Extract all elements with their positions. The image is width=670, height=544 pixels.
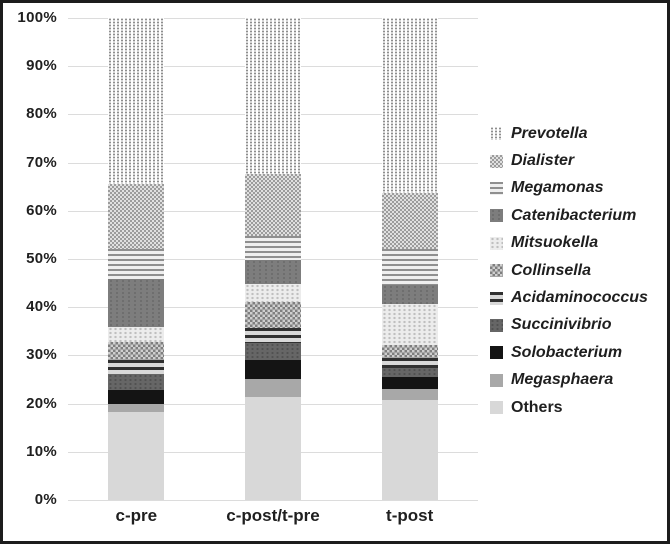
- legend-label: Catenibacterium: [511, 206, 637, 224]
- bar-segment-megasphaera: [245, 378, 301, 398]
- y-tick-label: 30%: [26, 346, 57, 364]
- bar-segment-others: [381, 400, 438, 500]
- bar-segment-catenibacterium: [108, 278, 165, 327]
- legend-item-mitsuokella: Mitsuokella: [490, 230, 667, 257]
- bar-segment-megamonas: [108, 249, 165, 279]
- legend-label: Mitsuokella: [511, 234, 599, 252]
- legend-key-icon: [490, 209, 503, 223]
- y-tick-label: 40%: [26, 298, 57, 316]
- bar-segment-succinivibrio: [245, 342, 301, 361]
- bar-segment-acidaminococcus: [108, 360, 165, 375]
- legend-label: Succinivibrio: [511, 316, 612, 334]
- legend-key-icon: [490, 401, 503, 415]
- y-tick-label: 20%: [26, 394, 57, 412]
- x-category-label: c-pre: [115, 506, 158, 525]
- bar-c-post/t-pre: [245, 18, 301, 500]
- bar-segment-prevotella: [245, 18, 301, 175]
- bar-segment-megasphaera: [108, 404, 165, 413]
- bar-segment-prevotella: [108, 18, 165, 184]
- bar-segment-collinsella: [381, 344, 438, 359]
- bar-segment-acidaminococcus: [381, 358, 438, 369]
- legend-item-catenibacterium: Catenibacterium: [490, 202, 667, 229]
- legend-key-icon: [490, 373, 503, 387]
- legend-key-icon: [490, 318, 503, 332]
- bar-segment-mitsuokella: [108, 326, 165, 342]
- bar-segment-catenibacterium: [381, 284, 438, 304]
- y-tick-label: 0%: [34, 491, 57, 508]
- bar-segment-megamonas: [245, 236, 301, 261]
- legend-item-megasphaera: Megasphaera: [490, 367, 667, 394]
- legend-key-icon: [490, 291, 503, 305]
- bar-segment-succinivibrio: [381, 368, 438, 378]
- legend-item-dialister: Dialister: [490, 147, 667, 174]
- bar-segment-collinsella: [245, 301, 301, 328]
- bar-segment-mitsuokella: [381, 303, 438, 345]
- legend-label: Acidaminococcus: [511, 289, 648, 307]
- bar-segment-prevotella: [381, 18, 438, 193]
- legend-key-icon: [490, 181, 503, 195]
- bar-segment-others: [245, 397, 301, 500]
- bar-segment-solobacterium: [108, 390, 165, 405]
- bar-c-pre: [108, 18, 165, 500]
- gridline: [68, 500, 478, 501]
- legend-item-megamonas: Megamonas: [490, 175, 667, 202]
- legend-key-icon: [490, 264, 503, 278]
- bar-segment-solobacterium: [245, 360, 301, 379]
- y-tick-label: 70%: [26, 153, 57, 171]
- y-axis: 100% 90% 80% 70% 60% 50% 40% 30% 20% 10% 0%: [3, 3, 59, 541]
- legend-label: Dialister: [511, 152, 575, 170]
- legend-key-icon: [490, 127, 503, 141]
- legend-item-collinsella: Collinsella: [490, 257, 667, 284]
- legend-key-icon: [490, 154, 503, 168]
- plot-area: [68, 18, 478, 501]
- bar-segment-dialister: [108, 183, 165, 250]
- y-tick-label: 60%: [26, 201, 57, 219]
- y-tick-label: 10%: [26, 442, 57, 460]
- legend-label: Prevotella: [511, 124, 588, 142]
- y-tick-label: 100%: [17, 9, 57, 26]
- bar-segment-solobacterium: [381, 377, 438, 390]
- x-axis: c-pre c-post/t-pre t-post: [68, 506, 478, 532]
- legend-item-acidaminococcus: Acidaminococcus: [490, 284, 667, 311]
- legend-item-solobacterium: Solobacterium: [490, 339, 667, 366]
- bar-segment-mitsuokella: [245, 283, 301, 302]
- legend-item-prevotella: Prevotella: [490, 120, 667, 147]
- bar-segment-collinsella: [108, 341, 165, 361]
- legend-item-succinivibrio: Succinivibrio: [490, 312, 667, 339]
- bar-segment-dialister: [381, 192, 438, 250]
- legend-label: Others: [511, 398, 563, 416]
- legend-label: Megasphaera: [511, 371, 614, 389]
- y-tick-label: 50%: [26, 250, 57, 267]
- bar-segment-megasphaera: [381, 389, 438, 401]
- bar-segment-dialister: [245, 174, 301, 237]
- bar-segment-succinivibrio: [108, 374, 165, 391]
- bar-t-post: [381, 18, 438, 500]
- legend-label: Megamonas: [511, 179, 604, 197]
- legend-key-icon: [490, 346, 503, 360]
- legend: Prevotella Dialister Megamonas Catenibacter…: [490, 120, 667, 421]
- y-tick-label: 80%: [26, 105, 57, 123]
- legend-label: Collinsella: [511, 261, 592, 279]
- legend-key-icon: [490, 236, 503, 250]
- bar-segment-acidaminococcus: [245, 327, 301, 343]
- bar-segment-others: [108, 412, 165, 500]
- bar-segment-megamonas: [381, 249, 438, 285]
- x-category-label: t-post: [386, 506, 434, 525]
- bar-segment-catenibacterium: [245, 260, 301, 284]
- legend-item-others: Others: [490, 394, 667, 421]
- x-category-label: c-post/t-pre: [226, 506, 320, 525]
- y-tick-label: 90%: [26, 57, 57, 75]
- legend-label: Solobacterium: [511, 343, 623, 361]
